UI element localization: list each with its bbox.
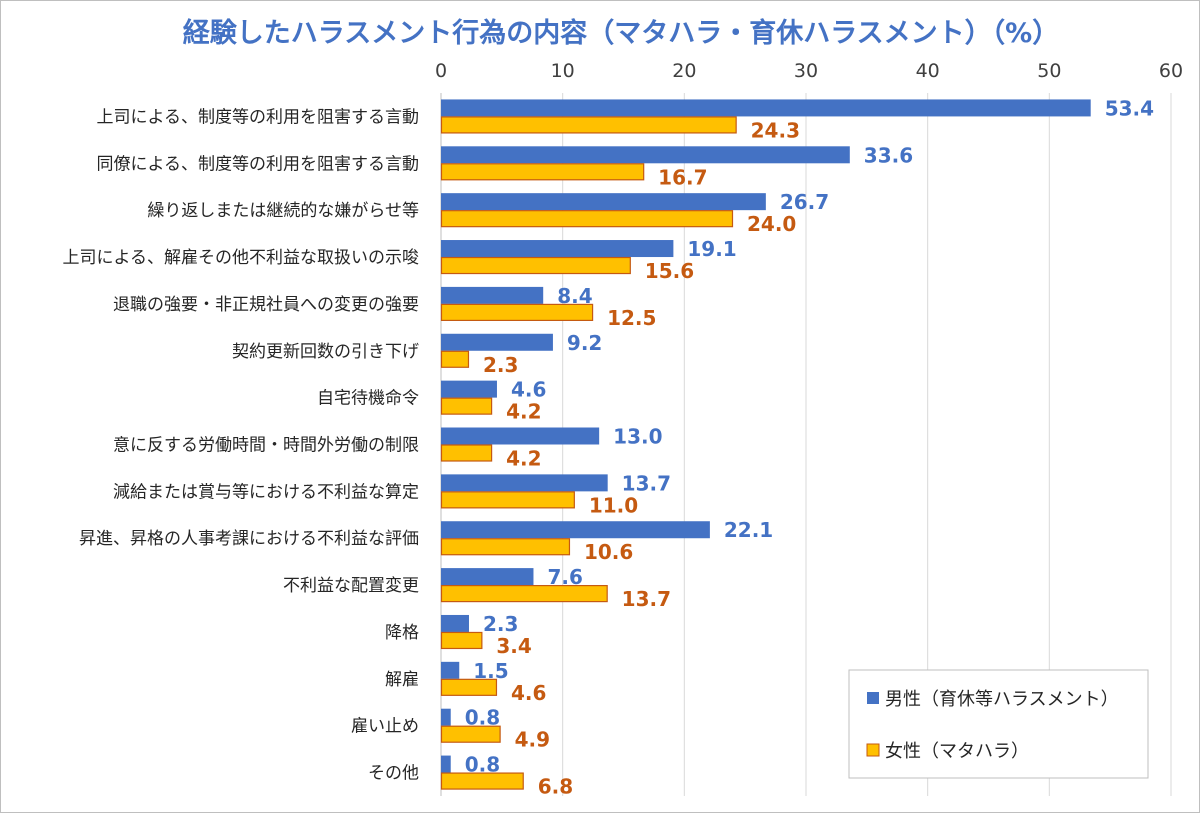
bar-male — [441, 661, 460, 679]
data-label-female: 4.9 — [515, 728, 550, 752]
data-label-female: 13.7 — [622, 587, 671, 611]
bar-female — [440, 444, 493, 462]
data-label-female: 10.6 — [584, 540, 633, 564]
bar-male — [441, 427, 600, 445]
bar-male — [441, 240, 674, 258]
bar-female — [440, 584, 608, 603]
data-label-female: 4.2 — [506, 400, 541, 424]
data-label-female: 15.6 — [645, 259, 694, 283]
category-label: 減給または賞与等における不利益な算定 — [113, 482, 419, 502]
bar-female — [440, 772, 524, 790]
legend-label-female: 女性（マタハラ） — [885, 741, 1029, 762]
category-label: 繰り返しまたは継続的な嫌がらせ等 — [147, 201, 419, 221]
category-label: 契約更新回数の引き下げ — [232, 342, 419, 362]
legend-label-male: 男性（育休等ハラスメント） — [885, 689, 1119, 710]
data-label-male: 0.8 — [465, 706, 500, 730]
legend-swatch-female — [866, 743, 880, 757]
x-tick-label: 50 — [1037, 60, 1061, 82]
x-axis-ticks: 0 10 20 30 40 50 60 — [435, 60, 1183, 82]
bar-female — [440, 491, 575, 509]
data-label-male: 9.2 — [567, 331, 602, 355]
category-label: 上司による、解雇その他不利益な取扱いの示唆 — [63, 248, 420, 268]
bar-male — [441, 286, 544, 304]
data-label-female: 3.4 — [496, 634, 531, 658]
data-label-male: 0.8 — [465, 753, 500, 777]
x-tick-label: 10 — [551, 60, 575, 82]
x-tick-label: 20 — [672, 60, 696, 82]
data-label-male: 4.6 — [511, 378, 546, 402]
category-label: 意に反する労働時間・時間外労働の制限 — [113, 436, 419, 456]
data-label-male: 13.7 — [622, 471, 671, 495]
category-label: 同僚による、制度等の利用を阻害する言動 — [97, 154, 420, 174]
bar-male — [441, 193, 766, 211]
data-label-female: 6.8 — [538, 775, 573, 799]
data-label-female: 24.0 — [747, 212, 796, 236]
data-label-female: 12.5 — [607, 306, 656, 330]
category-label: 降格 — [385, 623, 419, 643]
legend-box — [848, 669, 1149, 779]
data-label-female: 4.6 — [511, 681, 546, 705]
legend: 男性（育休等ハラスメント） 女性（マタハラ） — [848, 669, 1149, 779]
data-label-male: 2.3 — [483, 612, 518, 636]
bar-female — [440, 678, 498, 696]
data-label-female: 24.3 — [751, 118, 800, 142]
category-label: 解雇 — [385, 670, 419, 690]
data-label-female: 11.0 — [589, 493, 638, 517]
data-label-female: 2.3 — [483, 353, 518, 377]
bar-female — [440, 397, 493, 415]
category-label: 退職の強要・非正規社員への変更の強要 — [113, 295, 419, 315]
chart-title: 経験したハラスメント行為の内容（マタハラ・育休ハラスメント）（%） — [183, 17, 1059, 49]
data-label-male: 22.1 — [724, 518, 773, 542]
data-label-male: 53.4 — [1105, 96, 1154, 120]
category-label: 雇い止め — [351, 717, 419, 737]
bar-female — [440, 256, 631, 275]
bars — [440, 99, 1091, 790]
bar-female — [440, 163, 645, 181]
bar-male — [441, 614, 469, 632]
x-tick-label: 60 — [1159, 60, 1183, 82]
data-label-male: 26.7 — [780, 190, 829, 214]
data-label-male: 13.0 — [613, 425, 662, 449]
bar-female — [440, 116, 737, 134]
category-label: 自宅待機命令 — [317, 389, 419, 409]
bar-male — [441, 146, 850, 164]
data-label-male: 33.6 — [864, 143, 913, 167]
x-tick-label: 30 — [794, 60, 818, 82]
data-labels: 53.4 24.3 33.6 16.7 26.724.0 19.115.6 8.4 12.59… — [465, 96, 1154, 798]
data-label-female: 4.2 — [506, 447, 541, 471]
category-label: 上司による、制度等の利用を阻害する言動 — [97, 107, 420, 127]
bar-male — [441, 568, 534, 586]
data-label-female: 16.7 — [658, 165, 707, 189]
bar-male — [441, 708, 451, 726]
bar-male — [441, 474, 608, 492]
bar-male — [441, 380, 497, 398]
bar-female — [440, 303, 594, 321]
x-tick-label: 40 — [916, 60, 940, 82]
data-label-male: 19.1 — [687, 237, 736, 261]
bar-female — [440, 210, 734, 228]
bar-female — [440, 631, 483, 650]
bar-female — [440, 350, 470, 368]
data-label-male: 8.4 — [557, 284, 592, 308]
bar-male — [441, 99, 1091, 117]
data-label-male: 7.6 — [547, 565, 582, 589]
category-labels: 上司による、制度等の利用を阻害する言動同僚による、制度等の利用を阻害する言動繰り… — [63, 107, 420, 783]
legend-swatch-male — [867, 692, 879, 704]
bar-female — [440, 725, 501, 743]
bar-male — [441, 333, 553, 351]
category-label: 不利益な配置変更 — [283, 576, 419, 596]
category-label: その他 — [368, 764, 419, 784]
category-label: 昇進、昇格の人事考課における不利益な評価 — [79, 529, 419, 549]
data-label-male: 1.5 — [473, 659, 508, 683]
bar-female — [440, 538, 571, 556]
x-tick-label: 0 — [435, 60, 447, 82]
bar-male — [441, 755, 451, 773]
bar-male — [441, 521, 710, 539]
